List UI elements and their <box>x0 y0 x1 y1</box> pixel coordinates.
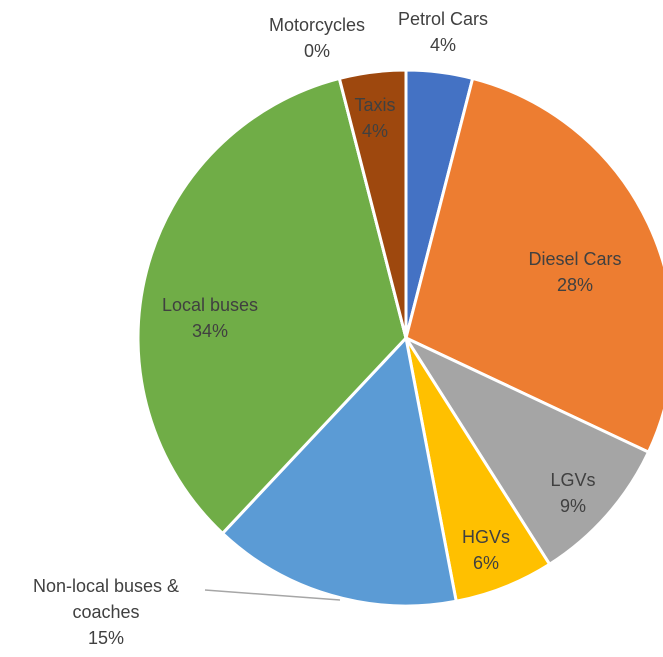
category-name: Diesel Cars <box>528 249 622 269</box>
value-label: 28% <box>556 275 594 295</box>
pie-slice <box>220 334 458 608</box>
value-label: 6% <box>472 553 500 573</box>
slice-label: Non-local buses & coaches 15% <box>6 573 206 651</box>
pie-slice <box>404 76 663 455</box>
slice-label: Taxis 4% <box>354 92 395 144</box>
pie-slice <box>136 76 408 536</box>
pie-slice <box>337 68 408 339</box>
slice-label: Local buses 34% <box>162 292 258 344</box>
value-label: 0% <box>303 41 330 61</box>
category-name: HGVs <box>461 527 511 547</box>
value-label: 15% <box>87 628 125 648</box>
value-label: 9% <box>559 496 586 516</box>
category-name: Taxis <box>354 95 396 115</box>
pie-slice <box>401 334 651 567</box>
slice-label: Diesel Cars 28% <box>528 246 621 298</box>
category-name: Motorcycles <box>268 15 366 35</box>
value-label: 4% <box>429 35 456 55</box>
value-label: 34% <box>191 321 229 341</box>
slice-label: Petrol Cars 4% <box>398 6 488 58</box>
value-label: 4% <box>361 121 389 141</box>
category-name: Non-local buses & coaches <box>32 576 180 622</box>
category-name: Local buses <box>161 295 259 315</box>
slice-label: HGVs 6% <box>462 524 510 576</box>
slice-label: Motorcycles 0% <box>269 12 365 64</box>
leader-line <box>204 589 341 601</box>
slice-label: LGVs 9% <box>550 467 595 519</box>
category-name: Petrol Cars <box>397 9 489 29</box>
category-name: LGVs <box>550 470 596 490</box>
